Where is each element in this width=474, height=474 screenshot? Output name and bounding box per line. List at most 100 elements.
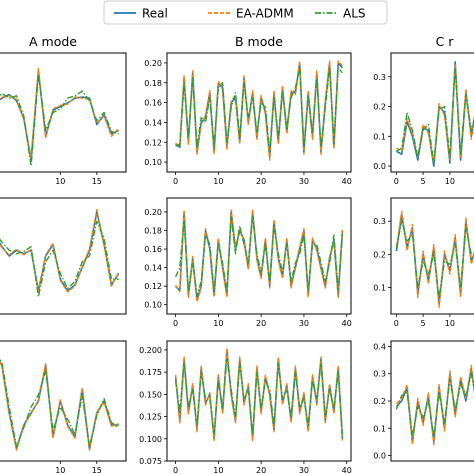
- subplot-title: A mode: [29, 34, 77, 49]
- y-tick-label: 0.150: [139, 390, 162, 399]
- series-lines: [175, 60, 344, 161]
- legend: Real EA-ADMM ALS: [103, 0, 388, 25]
- series-lines: [395, 210, 474, 309]
- y-tick-label: 0.100: [139, 435, 162, 444]
- series-line-ea-admm: [0, 360, 119, 451]
- y-tick-label: 0.20: [144, 208, 162, 217]
- series-line-real: [0, 70, 120, 161]
- series-lines: [396, 61, 474, 167]
- x-tick-label: 0: [173, 319, 178, 328]
- series-line-als: [0, 73, 119, 167]
- y-tick-label: 0.3: [373, 217, 386, 226]
- x-tick-label: 10: [55, 177, 65, 186]
- subplot-2: B mode 0 10 20 30 40 0.10 0.12 0.14 0.16 0.18 0.20: [144, 34, 352, 186]
- x-tick-label: 40: [342, 177, 352, 186]
- series-line-als: [175, 67, 343, 153]
- legend-label: EA-ADMM: [236, 7, 294, 21]
- x-tick-label: 10: [445, 319, 455, 328]
- x-tick-label: 30: [299, 319, 309, 328]
- y-tick-label: 0.200: [139, 346, 162, 355]
- y-tick-label: 0.2: [373, 397, 386, 406]
- subplot-title: C r: [436, 34, 455, 49]
- series-line-als: [0, 358, 120, 448]
- series-line-als: [396, 67, 474, 164]
- series-line-als: [395, 373, 474, 438]
- x-tick-label: 20: [256, 466, 266, 474]
- subplot-8: 0 10 20 30 40 0.075 0.100 0.125 0.150 0.175 0.200: [139, 340, 352, 474]
- x-tick-label: 15: [92, 466, 102, 474]
- x-tick-label: 0: [173, 466, 178, 474]
- series-line-ea-admm: [175, 209, 344, 303]
- x-tick-label: 40: [342, 466, 352, 474]
- x-tick-label: 0: [394, 177, 399, 186]
- axes-frame: [166, 197, 352, 315]
- x-tick-label: 10: [55, 466, 65, 474]
- subplot-title: B mode: [235, 34, 283, 49]
- x-tick-label: 0: [394, 319, 399, 328]
- x-tick-label: 20: [256, 177, 266, 186]
- series-lines: [395, 364, 474, 446]
- y-tick-label: 0.2: [373, 250, 386, 259]
- series-line-als: [174, 215, 344, 297]
- x-tick-label: 10: [445, 177, 455, 186]
- x-tick-label: 10: [213, 319, 223, 328]
- series-line-ea-admm: [396, 64, 474, 164]
- series-line-als: [174, 358, 344, 435]
- x-tick-label: 30: [299, 466, 309, 474]
- y-tick-label: 0.1: [373, 424, 386, 433]
- subplot-4: [0, 197, 127, 315]
- subplot-6: 0 5 10 0.1 0.2 0.3: [373, 197, 474, 328]
- series-line-als: [0, 220, 119, 298]
- y-tick-label: 0.10: [144, 158, 162, 167]
- y-tick-label: 0.18: [144, 226, 162, 235]
- y-tick-label: 0.175: [139, 368, 162, 377]
- axes-frame: [390, 340, 474, 462]
- x-tick-label: 10: [213, 466, 223, 474]
- y-tick-label: 0.0: [373, 452, 386, 461]
- y-tick-label: 0.2: [373, 103, 386, 112]
- subplot-3: C r 0 5 10 0.0 0.1 0.2 0.3: [373, 34, 474, 186]
- y-tick-label: 0.075: [139, 457, 162, 466]
- series-line-ea-admm: [174, 347, 344, 442]
- x-tick-label: 5: [421, 319, 426, 328]
- x-tick-label: 10: [213, 177, 223, 186]
- y-tick-label: 0.4: [373, 342, 386, 351]
- y-tick-label: 0.20: [144, 59, 162, 68]
- y-tick-label: 0.125: [139, 413, 162, 422]
- y-tick-label: 0.12: [144, 138, 162, 147]
- x-tick-label: 0: [173, 177, 178, 186]
- series-line-ea-admm: [395, 210, 474, 309]
- series-lines: [174, 209, 344, 303]
- series-lines: [174, 347, 344, 442]
- series-line-ea-admm: [0, 208, 120, 293]
- axes-frame: [0, 52, 127, 173]
- series-lines: [0, 67, 120, 167]
- y-tick-label: 0.1: [373, 283, 386, 292]
- legend-frame: [103, 0, 388, 25]
- y-tick-label: 0.16: [144, 99, 162, 108]
- y-tick-label: 0.0: [373, 162, 386, 171]
- subplot-1: A mode 10 15: [0, 34, 127, 186]
- y-tick-label: 0.14: [144, 118, 162, 127]
- subplot-5: 0 10 20 30 40 0.10 0.12 0.14 0.16 0.18 0.20: [144, 197, 352, 328]
- series-lines: [0, 358, 120, 451]
- x-tick-label: 20: [256, 319, 266, 328]
- y-tick-label: 0.14: [144, 264, 162, 273]
- y-tick-label: 0.10: [144, 301, 162, 310]
- y-tick-label: 0.3: [373, 370, 386, 379]
- y-tick-label: 0.18: [144, 79, 162, 88]
- subplot-7: 10 15: [0, 340, 127, 474]
- series-line-ea-admm: [175, 60, 343, 161]
- legend-label: ALS: [343, 7, 366, 21]
- legend-label: Real: [142, 7, 168, 21]
- subplot-9: 0.0 0.1 0.2 0.3 0.4: [373, 340, 474, 462]
- y-tick-label: 0.1: [373, 132, 386, 141]
- y-tick-label: 0.12: [144, 282, 162, 291]
- y-tick-label: 0.16: [144, 245, 162, 254]
- x-tick-label: 30: [299, 177, 309, 186]
- x-tick-label: 5: [421, 177, 426, 186]
- axes-frame: [0, 197, 127, 315]
- series-line-ea-admm: [395, 364, 474, 446]
